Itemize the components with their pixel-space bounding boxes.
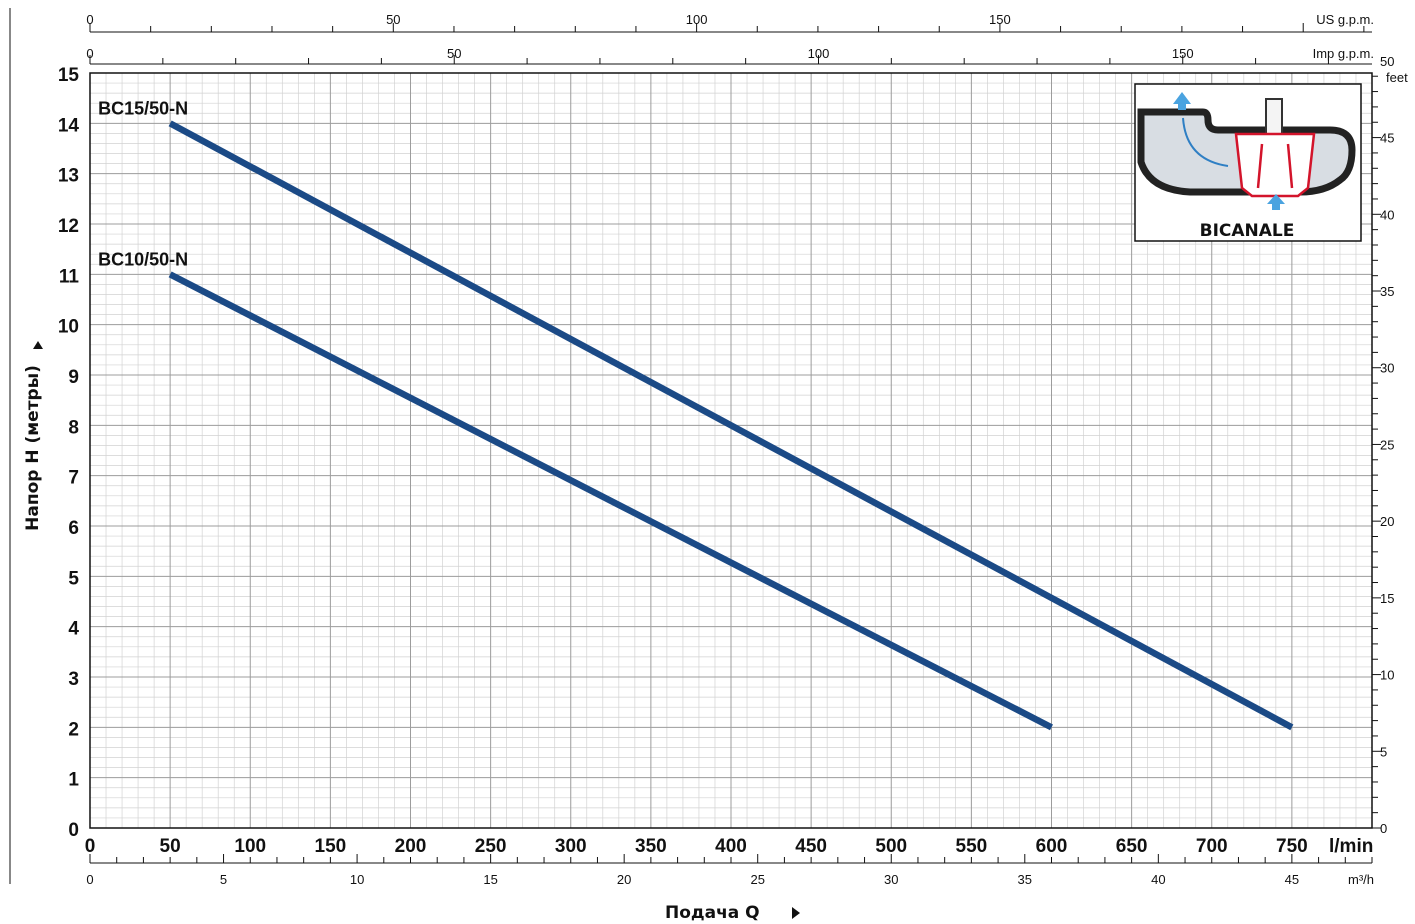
y-axis-title: Напор H (метры) bbox=[23, 365, 43, 531]
x-tick-labels: 0 50 100 150 200 250 300 350 400 450 500 550 600 650 7… bbox=[85, 836, 1308, 857]
m3h-tick-label: 5 bbox=[220, 872, 227, 887]
y-tick-label: 13 bbox=[58, 166, 79, 187]
m3h-tick-label: 0 bbox=[86, 872, 93, 887]
x-tick-label: 350 bbox=[635, 836, 667, 857]
feet-tick-label: 0 bbox=[1380, 821, 1387, 836]
x-unit-label: l/min bbox=[1329, 836, 1373, 857]
feet-tick-label: 30 bbox=[1380, 361, 1394, 376]
feet-tick-label: 15 bbox=[1380, 591, 1394, 606]
y-tick-label: 2 bbox=[68, 719, 79, 740]
feet-unit-label: feet bbox=[1386, 70, 1408, 85]
us-gpm-unit-label: US g.p.m. bbox=[1316, 12, 1374, 27]
x-tick-label: 750 bbox=[1276, 836, 1308, 857]
us-gpm-tick-label: 0 bbox=[86, 12, 93, 27]
inlet-arrow-icon bbox=[1267, 194, 1285, 210]
y-axis-arrow-icon bbox=[33, 341, 43, 349]
inset-label: BICANALE bbox=[1200, 221, 1295, 241]
y-tick-label: 6 bbox=[68, 518, 79, 539]
y-tick-label: 1 bbox=[68, 770, 79, 791]
us-gpm-tick-label: 50 bbox=[386, 12, 400, 27]
y-tick-label: 0 bbox=[68, 820, 79, 841]
series-line-1 bbox=[168, 271, 1053, 731]
y-tick-label: 11 bbox=[59, 266, 80, 287]
us-gpm-tick-label: 100 bbox=[686, 12, 708, 27]
x-tick-label: 150 bbox=[315, 836, 347, 857]
series-label-0: BC15/50-N bbox=[98, 98, 188, 118]
x-tick-label: 500 bbox=[875, 836, 907, 857]
y-tick-label: 10 bbox=[58, 317, 79, 338]
series-label-1: BC10/50-N bbox=[98, 249, 188, 269]
y-tick-label: 4 bbox=[68, 619, 79, 640]
x-axis-title: Подача Q bbox=[665, 903, 760, 923]
us-gpm-tick-label: 150 bbox=[989, 12, 1011, 27]
feet-tick-label: 10 bbox=[1380, 668, 1394, 683]
x-tick-label: 450 bbox=[795, 836, 827, 857]
impeller-icon bbox=[1234, 132, 1316, 198]
x-tick-label: 100 bbox=[234, 836, 266, 857]
x-tick-label: 400 bbox=[715, 836, 747, 857]
x-tick-label: 250 bbox=[475, 836, 507, 857]
m3h-tick-label: 20 bbox=[617, 872, 631, 887]
m3h-tick-label: 30 bbox=[884, 872, 898, 887]
feet-tick-label: 35 bbox=[1380, 284, 1394, 299]
feet-tick-label: 40 bbox=[1380, 207, 1394, 222]
imp-gpm-tick-label: 100 bbox=[808, 46, 830, 61]
x-tick-label: 50 bbox=[160, 836, 181, 857]
imp-gpm-tick-label: 150 bbox=[1172, 46, 1194, 61]
flow-curve-icon bbox=[1182, 117, 1229, 167]
series-line-0 bbox=[168, 120, 1294, 731]
m3h-tick-label: 40 bbox=[1151, 872, 1165, 887]
x-axis-arrow-icon bbox=[792, 907, 800, 919]
x-tick-label: 700 bbox=[1196, 836, 1228, 857]
feet-tick-label: 20 bbox=[1380, 514, 1394, 529]
m3h-tick-label: 45 bbox=[1285, 872, 1299, 887]
impeller-inset: BICANALE bbox=[1134, 83, 1362, 242]
m3h-tick-label: 35 bbox=[1018, 872, 1032, 887]
feet-tick-label: 5 bbox=[1380, 744, 1387, 759]
feet-tick-label: 50 bbox=[1380, 54, 1394, 69]
y-tick-label: 12 bbox=[58, 216, 79, 237]
m3h-tick-label: 15 bbox=[483, 872, 497, 887]
imp-gpm-tick-label: 0 bbox=[86, 46, 93, 61]
up-arrow-icon bbox=[1173, 92, 1191, 110]
m3h-tick-label: 25 bbox=[750, 872, 764, 887]
imp-gpm-unit-label: Imp g.p.m. bbox=[1313, 46, 1374, 61]
x-tick-label: 600 bbox=[1036, 836, 1068, 857]
y-tick-label: 7 bbox=[68, 468, 79, 489]
x-tick-label: 650 bbox=[1116, 836, 1148, 857]
y-tick-label: 15 bbox=[58, 65, 80, 86]
auxiliary-axes: 0 50 100 150 US g.p.m.0 50 100 150 Imp g.p.m.0 5 1… bbox=[86, 12, 1408, 887]
x-tick-label: 0 bbox=[85, 836, 96, 857]
y-tick-label: 5 bbox=[68, 568, 79, 589]
y-tick-label: 14 bbox=[58, 115, 80, 136]
x-tick-label: 550 bbox=[956, 836, 988, 857]
feet-tick-label: 25 bbox=[1380, 437, 1394, 452]
y-tick-label: 9 bbox=[68, 367, 79, 388]
feet-tick-label: 45 bbox=[1380, 131, 1394, 146]
y-tick-label: 3 bbox=[68, 669, 79, 690]
x-tick-label: 300 bbox=[555, 836, 587, 857]
y-tick-label: 8 bbox=[68, 417, 79, 438]
imp-gpm-tick-label: 50 bbox=[447, 46, 461, 61]
x-tick-label: 200 bbox=[395, 836, 427, 857]
m3h-unit-label: m³/h bbox=[1348, 872, 1374, 887]
m3h-tick-label: 10 bbox=[350, 872, 364, 887]
plot-frame bbox=[89, 72, 1373, 829]
major-grid bbox=[90, 73, 1372, 828]
series-layer: BC15/50-N BC10/50-N bbox=[98, 98, 1294, 731]
